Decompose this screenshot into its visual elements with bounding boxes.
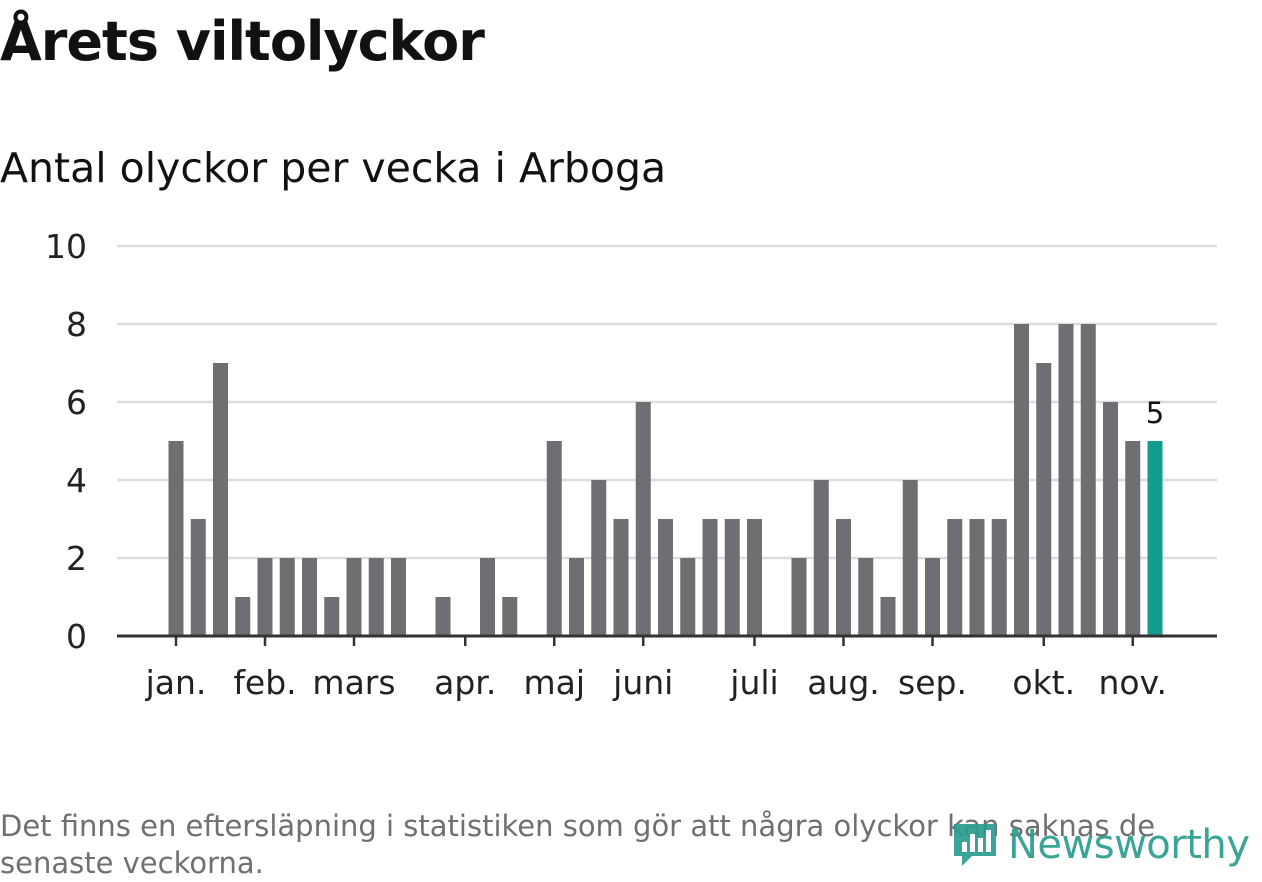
logo-text: Newsworthy [1008,822,1250,868]
x-tick-label: mars [312,663,395,702]
bar [880,597,896,636]
bar [480,558,495,636]
bar [658,519,673,636]
bar [391,558,406,636]
bar [702,519,718,636]
bar [346,558,362,636]
bar [435,597,451,636]
x-tick-label: feb. [233,663,296,702]
bar [1036,363,1052,636]
bar [991,519,1007,636]
x-tick-label: juni [612,663,673,702]
x-tick-label: nov. [1098,663,1167,702]
chart-title: Årets viltolyckor [0,10,485,73]
bar [213,363,228,636]
x-tick-label: okt. [1012,663,1075,702]
bar [302,558,317,636]
y-tick-label: 0 [66,617,87,656]
x-tick-label: juli [729,663,778,702]
y-tick-label: 4 [66,461,87,500]
bar [813,480,829,636]
y-tick-label: 6 [66,383,87,422]
bar [279,558,295,636]
bar [969,519,985,636]
newsworthy-logo: Newsworthy [950,818,1250,872]
bar [613,519,629,636]
bar [368,558,384,636]
footnote: Det finns en eftersläpning i statistiken… [0,809,1156,880]
gridlines [117,244,1217,560]
y-axis-ticks: 0 2 4 6 8 10 [45,227,87,656]
data-label-highlight: 5 [1146,396,1164,430]
bars [168,324,1163,636]
x-tick-label: maj [523,663,585,702]
bar [925,558,940,636]
bar [836,519,851,636]
x-axis: jan. feb. mars apr. maj juni juli aug. sep. okt. n… [117,634,1217,702]
bar [791,558,807,636]
bar [902,480,918,636]
bar [1103,402,1118,636]
bar [1080,324,1096,636]
bar [947,519,963,636]
bar [168,441,184,636]
bar-chart-speech-bubble-icon [950,818,1000,872]
y-tick-label: 10 [45,227,87,266]
bar [591,480,607,636]
bar [680,558,696,636]
bar [1125,441,1141,636]
bar-highlight [1147,441,1163,636]
bar [747,519,762,636]
bar [502,597,518,636]
x-tick-label: aug. [807,663,880,702]
y-tick-label: 8 [66,305,87,344]
bar [235,597,251,636]
bar [635,402,651,636]
chart-subtitle: Antal olyckor per vecka i Arboga [0,144,667,192]
bar [858,558,874,636]
bar [324,597,340,636]
bar [1014,324,1029,636]
data-labels: 5 [1146,396,1164,430]
x-tick-label: apr. [434,663,496,702]
bar [257,558,273,636]
x-tick-label: sep. [898,663,967,702]
bar [724,519,740,636]
x-tick-label: jan. [145,663,207,702]
bar [190,519,206,636]
bar [546,441,562,636]
y-tick-label: 2 [66,539,87,578]
bar [1058,324,1074,636]
bar [569,558,584,636]
